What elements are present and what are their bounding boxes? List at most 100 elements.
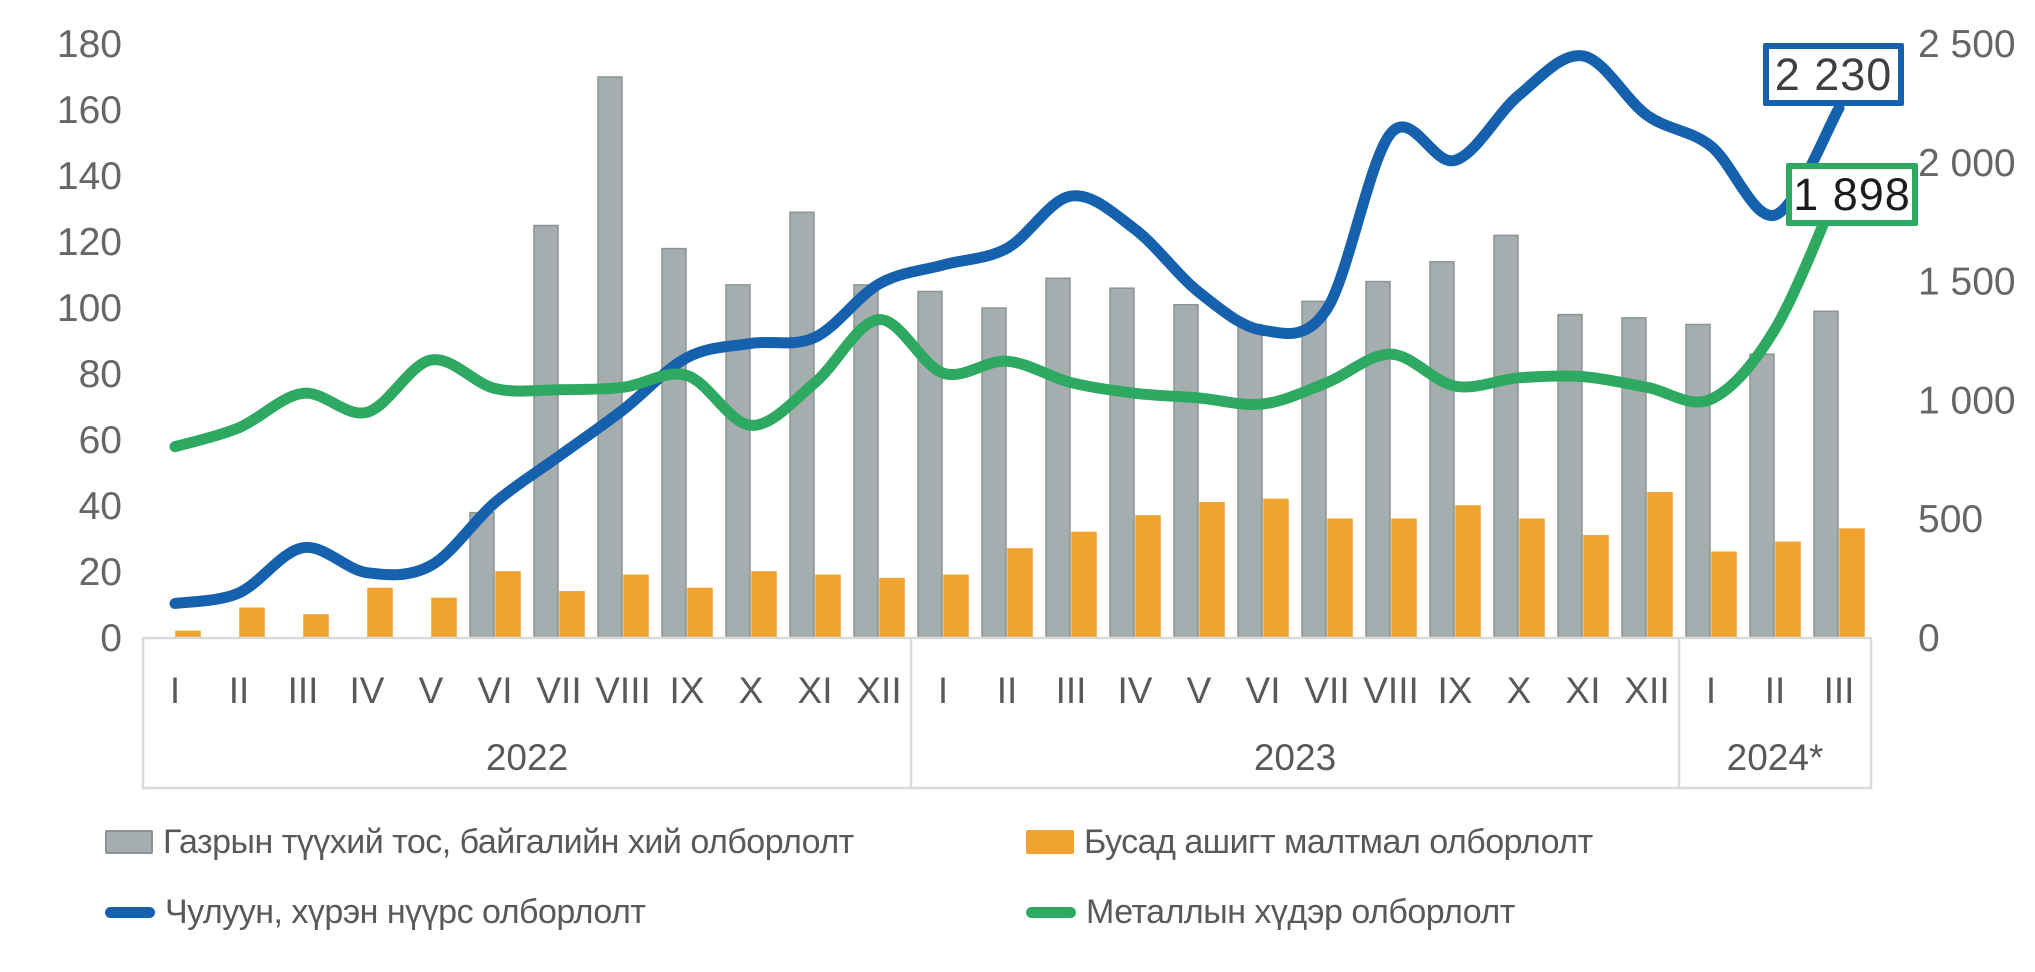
bar-other-minerals [367, 587, 393, 639]
bar-other-minerals [1071, 531, 1097, 639]
bar-other-minerals [1455, 505, 1481, 639]
callout-coal-text: 2 230 [1774, 48, 1893, 100]
month-label: XII [1624, 670, 1669, 711]
bar-other-minerals [1839, 528, 1865, 639]
callout-coal-latest-value: 2 230 [1763, 43, 1904, 106]
month-label: IX [1438, 670, 1473, 711]
bar-oil-gas [1237, 323, 1263, 639]
bar-oil-gas [1173, 303, 1199, 639]
year-label: 2022 [486, 737, 568, 778]
month-label: VII [536, 670, 581, 711]
left-axis-tick: 160 [57, 89, 122, 132]
month-label: XII [856, 670, 901, 711]
bar-oil-gas [597, 76, 623, 639]
bar-other-minerals [815, 574, 841, 639]
month-label: IV [1118, 670, 1153, 711]
bar-other-minerals [1199, 501, 1225, 639]
month-label: I [1706, 670, 1716, 711]
bar-other-minerals [1327, 518, 1353, 639]
year-label: 2023 [1254, 737, 1336, 778]
bar-oil-gas [1045, 277, 1071, 639]
legend-item-coal: Чулуун, хүрэн нүүрс олборлолт [105, 890, 646, 934]
right-axis-tick: 2 500 [1918, 23, 2016, 66]
right-axis-tick: 2 000 [1918, 142, 2016, 185]
coal-line-swatch-icon [105, 906, 155, 918]
bar-other-minerals [495, 571, 521, 639]
bar-other-minerals [1647, 492, 1673, 639]
bar-oil-gas [725, 284, 751, 639]
bar-other-minerals [879, 577, 905, 639]
left-axis-tick: 140 [57, 155, 122, 198]
legend-item-other-minerals: Бусад ашигт малтмал олборлолт [1026, 820, 1593, 864]
month-label: I [938, 670, 948, 711]
bar-other-minerals [687, 587, 713, 639]
month-label: X [1507, 670, 1532, 711]
line-metal-ore [169, 181, 1845, 453]
month-label: VII [1304, 670, 1349, 711]
bar-other-minerals [1263, 498, 1289, 639]
right-axis-tick: 500 [1918, 498, 1983, 541]
month-label: V [1187, 670, 1212, 711]
month-label: XI [1566, 670, 1601, 711]
legend-item-metal-ore: Металлын хүдэр олборлолт [1026, 890, 1515, 934]
bar-other-minerals [303, 614, 329, 639]
oil-gas-swatch-icon [105, 830, 153, 854]
left-axis-tick: 40 [79, 485, 122, 528]
month-label: V [419, 670, 444, 711]
bar-oil-gas [469, 511, 495, 639]
bar-oil-gas [661, 247, 687, 639]
bar-oil-gas [1621, 317, 1647, 639]
bar-other-minerals [1135, 515, 1161, 639]
month-label: IV [350, 670, 385, 711]
bar-oil-gas [1109, 287, 1135, 639]
left-axis-tick: 80 [79, 353, 122, 396]
left-axis-tick: 100 [57, 287, 122, 330]
bar-other-minerals [559, 591, 585, 639]
bar-oil-gas [1749, 353, 1775, 639]
legend-label-metal-ore: Металлын хүдэр олборлолт [1086, 892, 1515, 931]
bar-oil-gas [1557, 313, 1583, 639]
month-label: VIII [595, 670, 651, 711]
bar-other-minerals [751, 571, 777, 639]
bar-other-minerals [943, 574, 969, 639]
bar-other-minerals [1519, 518, 1545, 639]
metal-ore-line-swatch-icon [1026, 906, 1076, 918]
bar-oil-gas [533, 224, 559, 639]
month-label: III [288, 670, 319, 711]
left-axis-tick: 120 [57, 221, 122, 264]
right-axis-tick: 0 [1918, 617, 1940, 660]
legend-label-coal: Чулуун, хүрэн нүүрс олборлолт [165, 892, 646, 931]
month-label: I [170, 670, 180, 711]
bar-oil-gas [917, 290, 943, 639]
category-axis-band [141, 636, 1873, 790]
left-axis-tick: 180 [57, 23, 122, 66]
bar-other-minerals [1391, 518, 1417, 639]
right-axis-tick: 1 500 [1918, 261, 2016, 304]
left-axis-tick: 60 [79, 419, 122, 462]
bar-other-minerals [239, 607, 265, 639]
month-label: VI [1246, 670, 1281, 711]
month-label: XI [798, 670, 833, 711]
left-axis-tick: 0 [100, 617, 122, 660]
bar-oil-gas [789, 211, 815, 639]
month-label: X [739, 670, 764, 711]
bar-oil-gas [1813, 310, 1839, 639]
bar-other-minerals [1007, 548, 1033, 639]
legend-label-oil-gas: Газрын түүхий тос, байгалийн хий олборло… [163, 822, 854, 861]
callout-metal-ore-latest-value: 1 898 [1786, 163, 1918, 226]
year-label: 2024* [1727, 737, 1824, 778]
month-label: IX [670, 670, 705, 711]
bar-other-minerals [1583, 534, 1609, 639]
month-label: II [997, 670, 1018, 711]
legend-item-oil-gas: Газрын түүхий тос, байгалийн хий олборло… [105, 820, 854, 864]
bar-other-minerals [1775, 541, 1801, 639]
bar-oil-gas [1493, 234, 1519, 639]
month-label: II [1765, 670, 1786, 711]
bar-other-minerals [431, 597, 457, 639]
month-label: VI [478, 670, 513, 711]
bar-oil-gas [1301, 300, 1327, 639]
legend-label-other-minerals: Бусад ашигт малтмал олборлолт [1084, 822, 1593, 861]
callout-metal-ore-text: 1 898 [1793, 168, 1911, 220]
